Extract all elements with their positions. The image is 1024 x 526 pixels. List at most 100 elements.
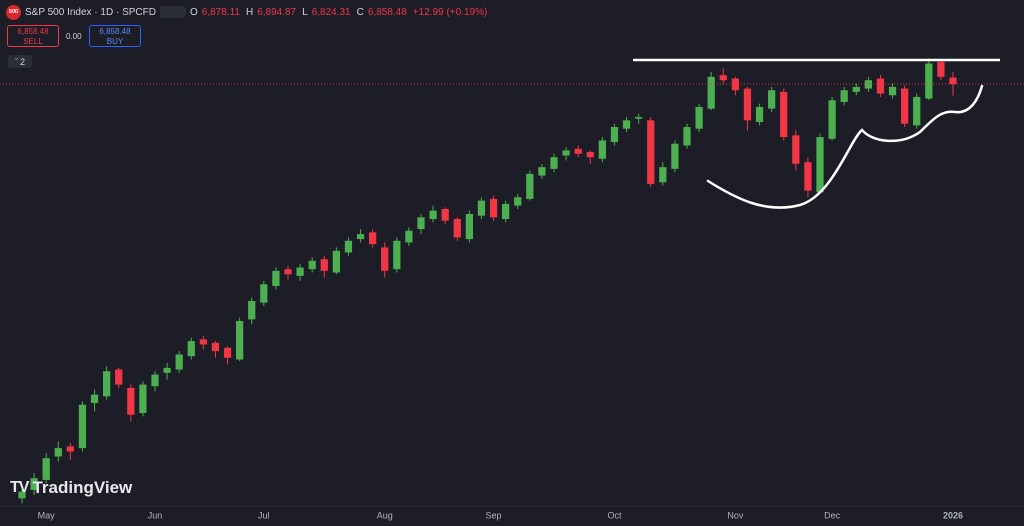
sell-price: 6,858.48 [17, 27, 49, 36]
candle-body [163, 367, 171, 373]
candle-body [236, 321, 244, 360]
watermark-logo: TV [10, 479, 29, 496]
symbol-name: S&P 500 Index · 1D · SPCFD [25, 6, 156, 18]
candle-body [502, 203, 510, 220]
sell-button[interactable]: 6,858.48 SELL [7, 25, 59, 47]
candle-body [671, 143, 679, 169]
candle-body [719, 75, 727, 81]
candle-body [308, 260, 316, 270]
candle-body [465, 214, 473, 240]
candle-body [562, 150, 570, 156]
candle-body [248, 300, 256, 320]
plot-area [0, 58, 1024, 504]
candle-body [272, 270, 280, 286]
candle-body [937, 61, 945, 77]
buy-button[interactable]: 6,858.48 BUY [89, 25, 141, 47]
high-key: H [245, 6, 254, 18]
low-value: 6,824.31 [311, 6, 351, 18]
candle-body [260, 284, 268, 303]
candle-body [42, 458, 50, 480]
visibility-toggle[interactable] [159, 6, 186, 18]
candle-body [610, 127, 619, 143]
candle-body [115, 369, 123, 385]
indicator-count: 2 [19, 56, 25, 67]
candle-body [622, 120, 631, 129]
watermark: TV TradingView [10, 478, 132, 498]
candle-body [332, 250, 340, 273]
candle-body [441, 208, 449, 221]
candle-body [175, 354, 183, 370]
candle-body [901, 88, 909, 124]
candle-body [139, 384, 147, 414]
candle-body [127, 387, 135, 415]
candle-body [743, 88, 752, 121]
x-tick-label: Aug [377, 510, 393, 520]
candle-body [320, 259, 328, 271]
candle-body [780, 91, 788, 138]
candle-body [550, 157, 558, 169]
x-tick-label: Dec [824, 510, 841, 520]
candle-body [792, 135, 800, 164]
open-key: O [189, 6, 198, 18]
candle-body [635, 117, 643, 119]
candle-body [103, 371, 111, 397]
x-tick-label: Sep [486, 510, 502, 520]
candle-body [804, 162, 812, 191]
candle-body [888, 86, 897, 96]
candle-body [514, 197, 522, 206]
candle-body [344, 240, 353, 253]
indicator-toggle[interactable]: ˇ 2 [8, 55, 32, 68]
candle-body [453, 219, 461, 238]
candle-body [18, 491, 26, 499]
candle-body [538, 167, 546, 176]
candle-body [852, 86, 860, 92]
candle-body [683, 127, 691, 146]
candle-body [477, 200, 486, 216]
high-value: 6,894.87 [257, 6, 297, 18]
candle-body [768, 90, 776, 109]
candle-body [30, 478, 38, 490]
change-value: +12.99 (+0.19%) [412, 6, 488, 18]
candle-body [369, 232, 377, 245]
candle-body [151, 374, 159, 387]
low-key: L [302, 6, 308, 18]
candle-body [90, 394, 99, 403]
candle-body [284, 269, 292, 275]
x-tick-label: 2026 [943, 510, 963, 520]
cup-handle-drawing [706, 84, 984, 209]
candle-body [356, 234, 365, 240]
x-tick-label: Nov [727, 510, 744, 520]
symbol-badge: 500 [6, 4, 21, 20]
candle-body [393, 240, 401, 270]
candle-body [876, 78, 885, 94]
buy-price: 6,858.48 [99, 27, 131, 36]
buy-label: BUY [106, 37, 124, 46]
candle-body [925, 63, 933, 99]
candle-body [913, 96, 921, 126]
symbol-header: 500 S&P 500 Index · 1D · SPCFD O 6,878.11… [6, 4, 489, 20]
candle-body [598, 140, 606, 159]
candle-body [405, 230, 413, 243]
candle-body [949, 77, 957, 85]
candle-body [429, 210, 437, 220]
candle-body [864, 80, 872, 89]
candle-body [816, 137, 824, 193]
sell-label: SELL [23, 37, 43, 46]
candle-body [659, 167, 667, 183]
candle-body [647, 120, 655, 184]
candle-body [840, 90, 848, 102]
watermark-text: TradingView [32, 478, 133, 497]
candle-body [526, 173, 534, 199]
x-axis: May Jun Jul Aug Sep Oct Nov Dec 2026 [0, 505, 1024, 520]
candle-body [586, 152, 594, 158]
candle-body [707, 76, 715, 109]
candle-body [223, 347, 232, 358]
candle-body [54, 448, 62, 457]
candle-body [187, 341, 195, 357]
chevron: ˇ [14, 56, 18, 67]
x-tick-label: Jul [258, 510, 270, 520]
x-tick-label: May [38, 510, 56, 520]
